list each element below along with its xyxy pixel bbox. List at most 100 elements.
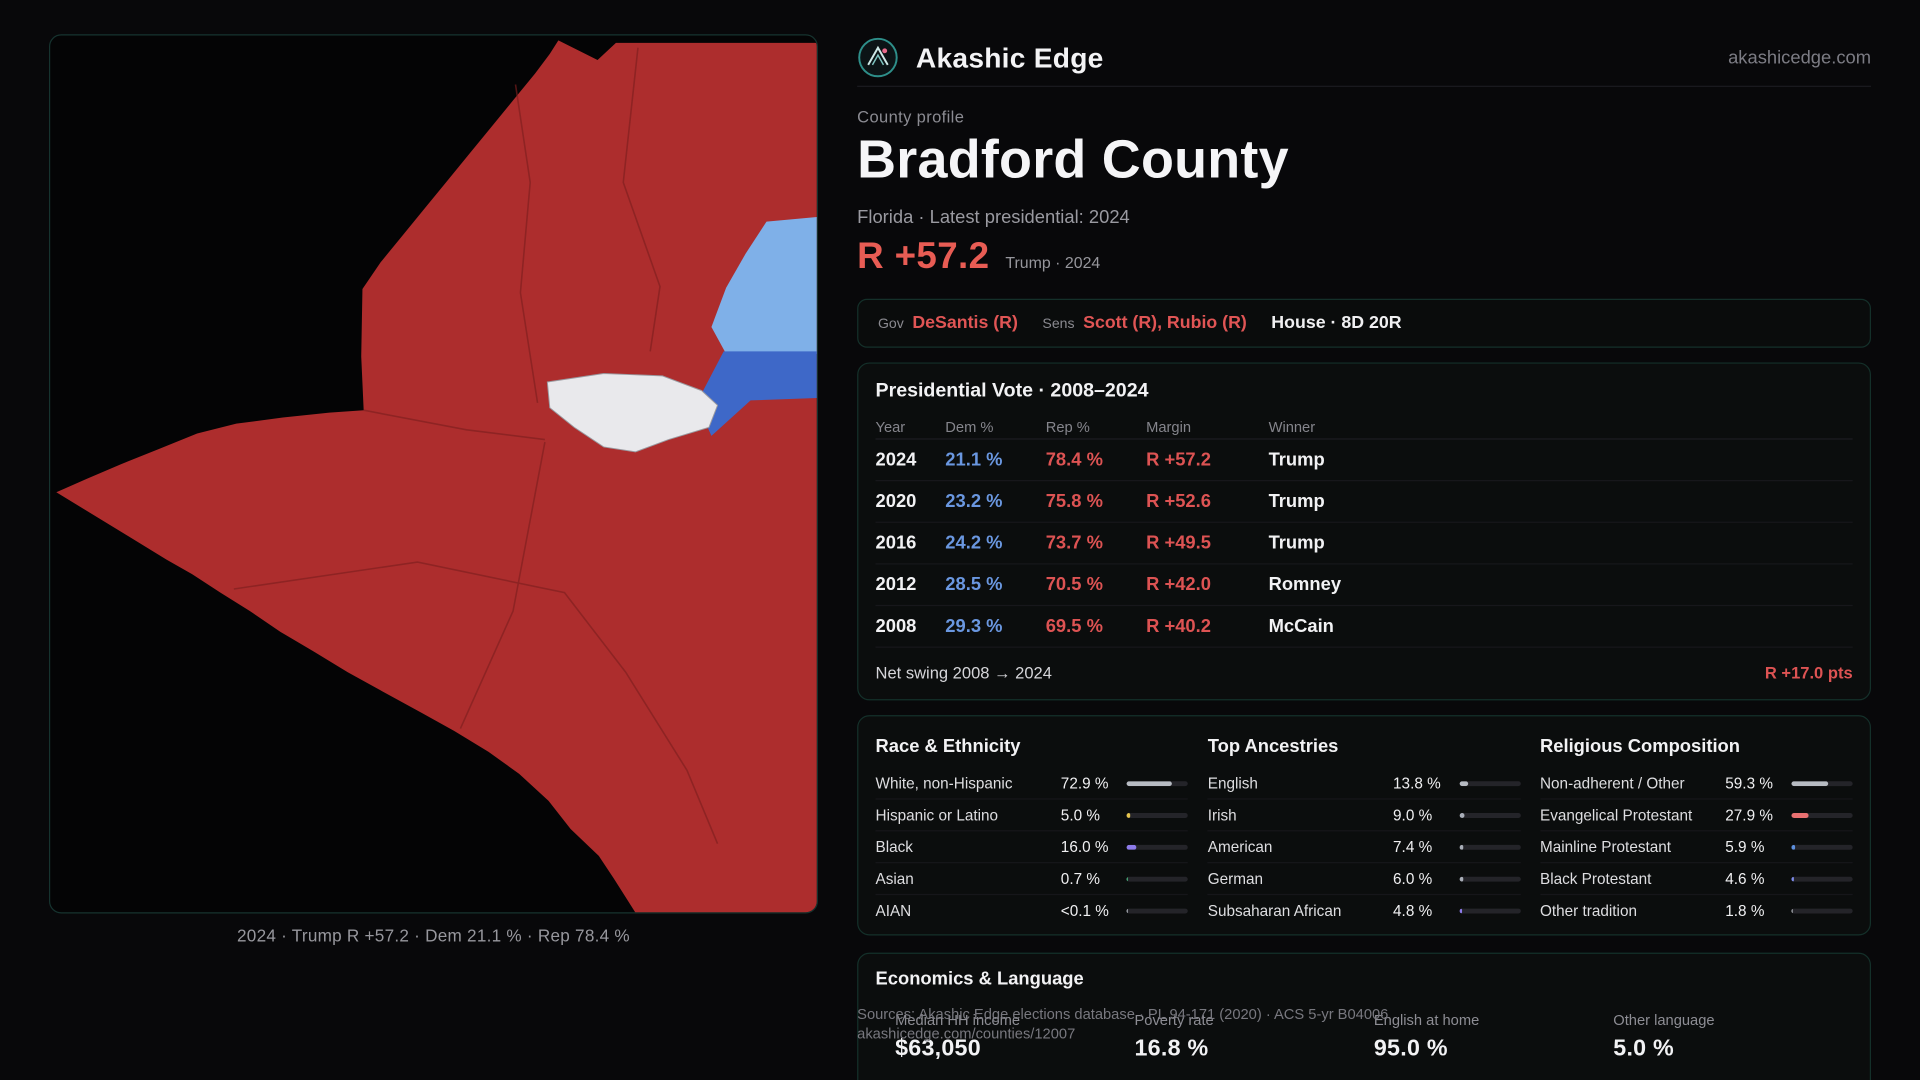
senators-label: Sens xyxy=(1042,317,1075,332)
demo-label: Subsaharan African xyxy=(1207,902,1342,920)
map-other-region xyxy=(546,372,719,453)
demo-row: Black 16.0 % xyxy=(875,831,1189,864)
senators-group: Sens Scott (R), Rubio (R) xyxy=(1042,313,1246,333)
governor-label: Gov xyxy=(877,317,904,332)
demo-value: 5.0 % xyxy=(1060,806,1100,824)
winner-cell: Trump xyxy=(1268,449,1325,471)
demo-label: Hispanic or Latino xyxy=(875,806,999,824)
demo-label: German xyxy=(1207,870,1264,888)
demo-label: Evangelical Protestant xyxy=(1539,806,1693,824)
demo-bar-track xyxy=(1791,844,1853,850)
headline-margin-value: R +57.2 xyxy=(857,236,990,277)
demo-row: Irish 9.0 % xyxy=(1207,800,1521,832)
stat-english-at-home: English at home 95.0 % xyxy=(1374,1011,1613,1062)
col-dem: Dem % xyxy=(945,418,994,436)
demo-row: German 6.0 % xyxy=(1207,863,1521,896)
header-divider xyxy=(857,85,1872,87)
demo-bar-fill xyxy=(1126,876,1128,882)
sources-text: Sources: Akashic Edge elections database… xyxy=(857,1005,1389,1023)
rep-cell: 73.7 % xyxy=(1045,532,1103,554)
net-swing-value: R +17.0 pts xyxy=(1764,663,1853,682)
demo-label: White, non-Hispanic xyxy=(875,774,1013,792)
demo-label: Non-adherent / Other xyxy=(1539,774,1685,792)
demo-bar-fill xyxy=(1459,908,1463,914)
section-title: Race & Ethnicity xyxy=(875,735,1021,757)
demo-bar-fill xyxy=(1791,780,1828,786)
net-swing-row: Net swing 2008 → 2024 R +17.0 pts xyxy=(876,648,1853,697)
demo-bar-fill xyxy=(1126,812,1130,818)
dem-cell: 28.5 % xyxy=(945,574,1003,596)
demo-bar-track xyxy=(1791,812,1853,818)
col-rep: Rep % xyxy=(1045,418,1090,436)
demo-bar-track xyxy=(1126,812,1189,818)
demo-value: 7.4 % xyxy=(1393,838,1433,856)
demo-label: AIAN xyxy=(875,902,912,920)
year-cell: 2008 xyxy=(875,615,917,637)
demo-value: 13.8 % xyxy=(1393,774,1441,792)
margin-cell: R +42.0 xyxy=(1146,574,1211,596)
akashic-edge-logo-icon xyxy=(858,37,898,78)
stat-median-income: Median HH income $63,050 xyxy=(895,1011,1134,1062)
header: Akashic Edge akashicedge.com xyxy=(857,34,1871,81)
demo-row: Subsaharan African 4.8 % xyxy=(1208,895,1521,927)
site-link[interactable]: akashicedge.com xyxy=(1728,47,1872,68)
margin-cell: R +52.6 xyxy=(1146,491,1211,512)
margin-cell: R +40.2 xyxy=(1146,615,1211,637)
dem-cell: 24.2 % xyxy=(945,532,1003,554)
demo-bar-track xyxy=(1126,780,1189,786)
net-swing-label: Net swing 2008 → 2024 xyxy=(875,663,1052,682)
permalink-link[interactable]: akashicedge.com/counties/12007 xyxy=(857,1024,1076,1043)
county-profile-eyebrow: County profile xyxy=(857,107,965,127)
demo-bar-track xyxy=(1459,812,1521,818)
col-year: Year xyxy=(875,418,906,436)
demo-value: <0.1 % xyxy=(1060,902,1109,920)
stat-value: $63,050 xyxy=(895,1035,981,1062)
vote-table-header: Year Dem % Rep % Margin Winner xyxy=(875,415,1853,440)
stat-label: Poverty rate xyxy=(1134,1011,1214,1029)
map-rep-region xyxy=(56,40,817,913)
headline-margin: R +57.2 Trump · 2024 xyxy=(857,236,1100,278)
demographics-panel: Race & Ethnicity White, non-Hispanic 72.… xyxy=(857,715,1872,936)
demo-bar-track xyxy=(1459,908,1521,914)
dem-cell: 23.2 % xyxy=(945,491,1003,512)
stat-label: English at home xyxy=(1373,1011,1480,1029)
demo-value: 27.9 % xyxy=(1725,806,1773,824)
rep-cell: 75.8 % xyxy=(1045,491,1103,512)
demo-bar-track xyxy=(1126,908,1189,914)
religious-composition-section: Religious Composition Non-adherent / Oth… xyxy=(1539,731,1853,927)
dem-cell: 29.3 % xyxy=(945,615,1003,637)
demo-bar-track xyxy=(1126,844,1189,850)
demo-bar-track xyxy=(1126,876,1189,882)
demo-bar-track xyxy=(1459,844,1521,850)
section-title: Religious Composition xyxy=(1539,735,1740,757)
county-map-card xyxy=(48,34,818,914)
demo-value: 4.6 % xyxy=(1725,870,1765,888)
senators-value: Scott (R), Rubio (R) xyxy=(1083,313,1247,334)
demo-label: American xyxy=(1207,838,1273,856)
economics-language-panel: Economics & Language Median HH income $6… xyxy=(857,952,1872,1080)
demo-value: 9.0 % xyxy=(1393,806,1433,824)
demo-row: Non-adherent / Other 59.3 % xyxy=(1539,768,1853,800)
governor-value: DeSantis (R) xyxy=(912,313,1018,334)
demo-label: Irish xyxy=(1207,806,1237,824)
demo-row: Mainline Protestant 5.9 % xyxy=(1539,831,1853,864)
precinct-boundaries xyxy=(233,47,719,844)
demo-value: 0.7 % xyxy=(1060,870,1100,888)
demo-bar-fill xyxy=(1459,812,1465,818)
rep-cell: 78.4 % xyxy=(1045,449,1103,471)
brand-name: Akashic Edge xyxy=(915,41,1104,73)
demo-row: White, non-Hispanic 72.9 % xyxy=(875,768,1189,800)
vote-row-2024: 2024 21.1 % 78.4 % R +57.2 Trump xyxy=(875,440,1853,482)
demo-bar-track xyxy=(1791,780,1853,786)
top-ancestries-section: Top Ancestries English 13.8 % Irish 9.0 … xyxy=(1207,731,1521,927)
demo-bar-track xyxy=(1459,876,1521,882)
stat-value: 5.0 % xyxy=(1613,1035,1674,1062)
demo-label: Black Protestant xyxy=(1539,870,1652,888)
demo-bar-fill xyxy=(1791,908,1793,914)
map-dem-light-region xyxy=(711,216,817,354)
presidential-vote-panel: Presidential Vote · 2008–2024 Year Dem %… xyxy=(857,362,1872,701)
stat-poverty-rate: Poverty rate 16.8 % xyxy=(1134,1011,1373,1062)
col-winner: Winner xyxy=(1268,418,1316,436)
demo-row: Black Protestant 4.6 % xyxy=(1539,863,1853,896)
